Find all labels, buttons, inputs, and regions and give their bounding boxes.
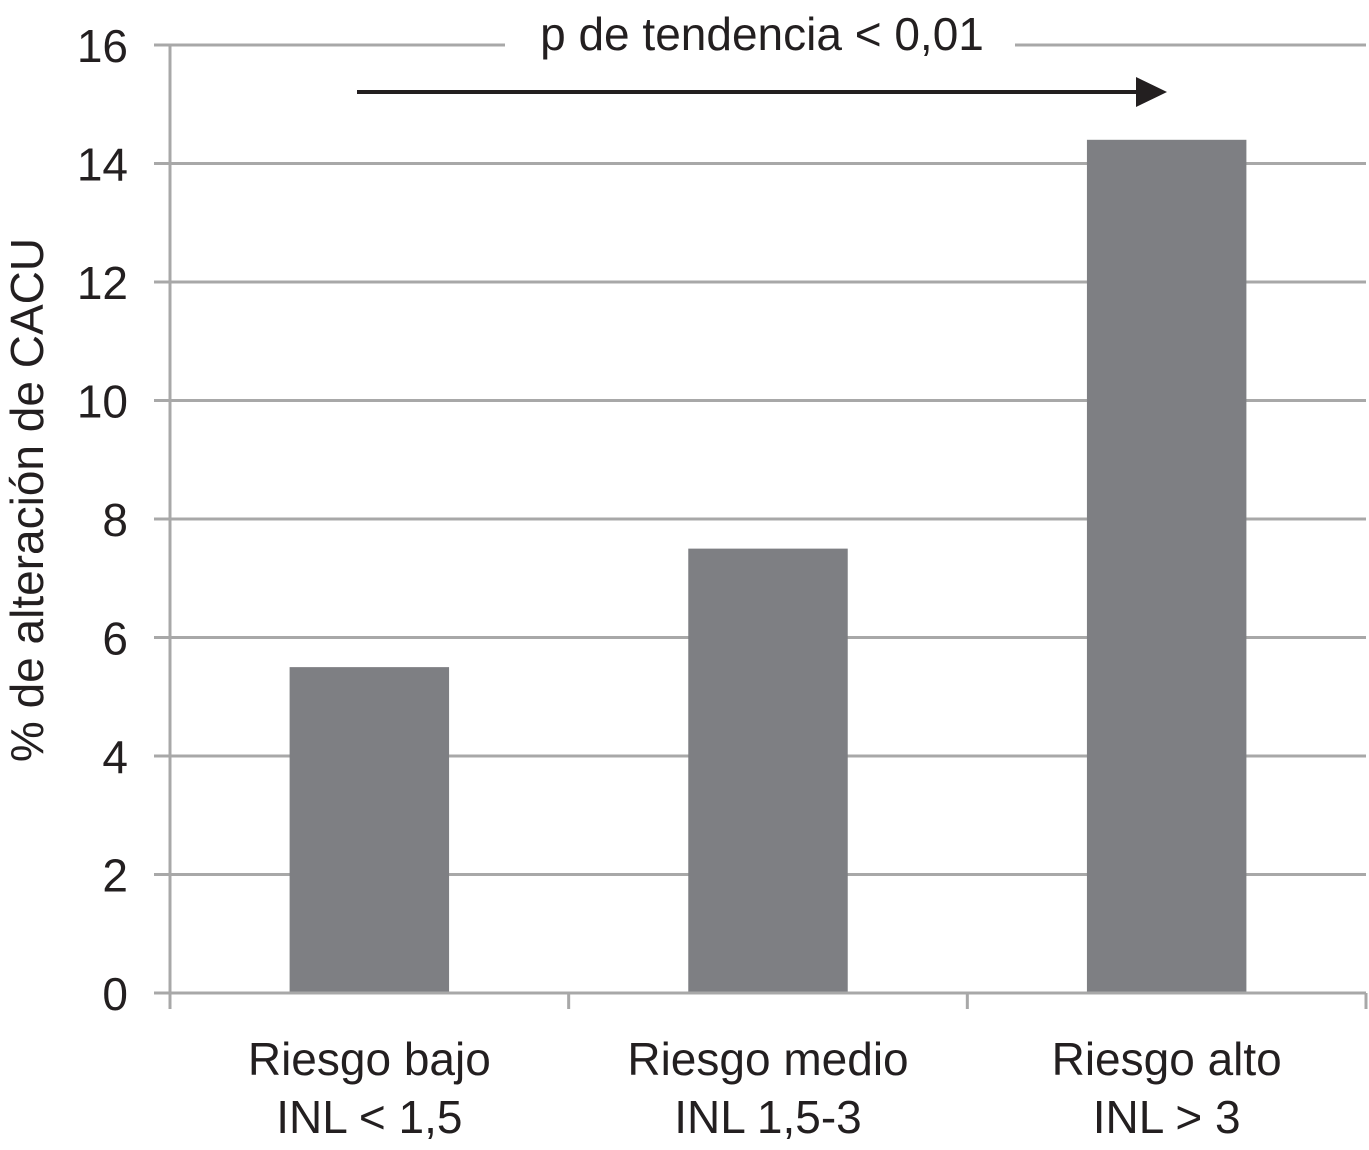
y-tick-label: 16 xyxy=(77,20,128,72)
bars xyxy=(289,139,1247,994)
y-tick-label: 10 xyxy=(77,376,128,428)
trend-annotation: p de tendencia < 0,01 xyxy=(357,8,1167,107)
y-tick-label: 6 xyxy=(102,613,128,665)
x-category-label: Riesgo medio xyxy=(627,1033,908,1085)
x-category-label: INL < 1,5 xyxy=(276,1091,462,1143)
bar xyxy=(1086,139,1247,994)
y-tick-label: 12 xyxy=(77,257,128,309)
x-category-label: Riesgo bajo xyxy=(248,1033,491,1085)
y-tick-label: 4 xyxy=(102,731,128,783)
bar xyxy=(688,548,848,993)
y-tick-label: 0 xyxy=(102,968,128,1020)
x-category-label: Riesgo alto xyxy=(1052,1033,1282,1085)
trend-arrow-head xyxy=(1136,77,1167,107)
labels: 0 2 4 6 8 10 12 14 16 Riesgo bajo INL < 1,5 Riesgo … xyxy=(77,20,1282,1143)
bar xyxy=(289,667,450,993)
x-category-label: INL 1,5-3 xyxy=(674,1091,862,1143)
axes xyxy=(154,43,1368,1009)
y-tick-label: 2 xyxy=(102,850,128,902)
trend-annotation-text: p de tendencia < 0,01 xyxy=(540,8,984,60)
y-axis-title: % de alteración de CACU xyxy=(1,238,53,762)
y-tick-label: 14 xyxy=(77,139,128,191)
x-category-label: INL > 3 xyxy=(1093,1091,1241,1143)
y-tick-label: 8 xyxy=(102,494,128,546)
